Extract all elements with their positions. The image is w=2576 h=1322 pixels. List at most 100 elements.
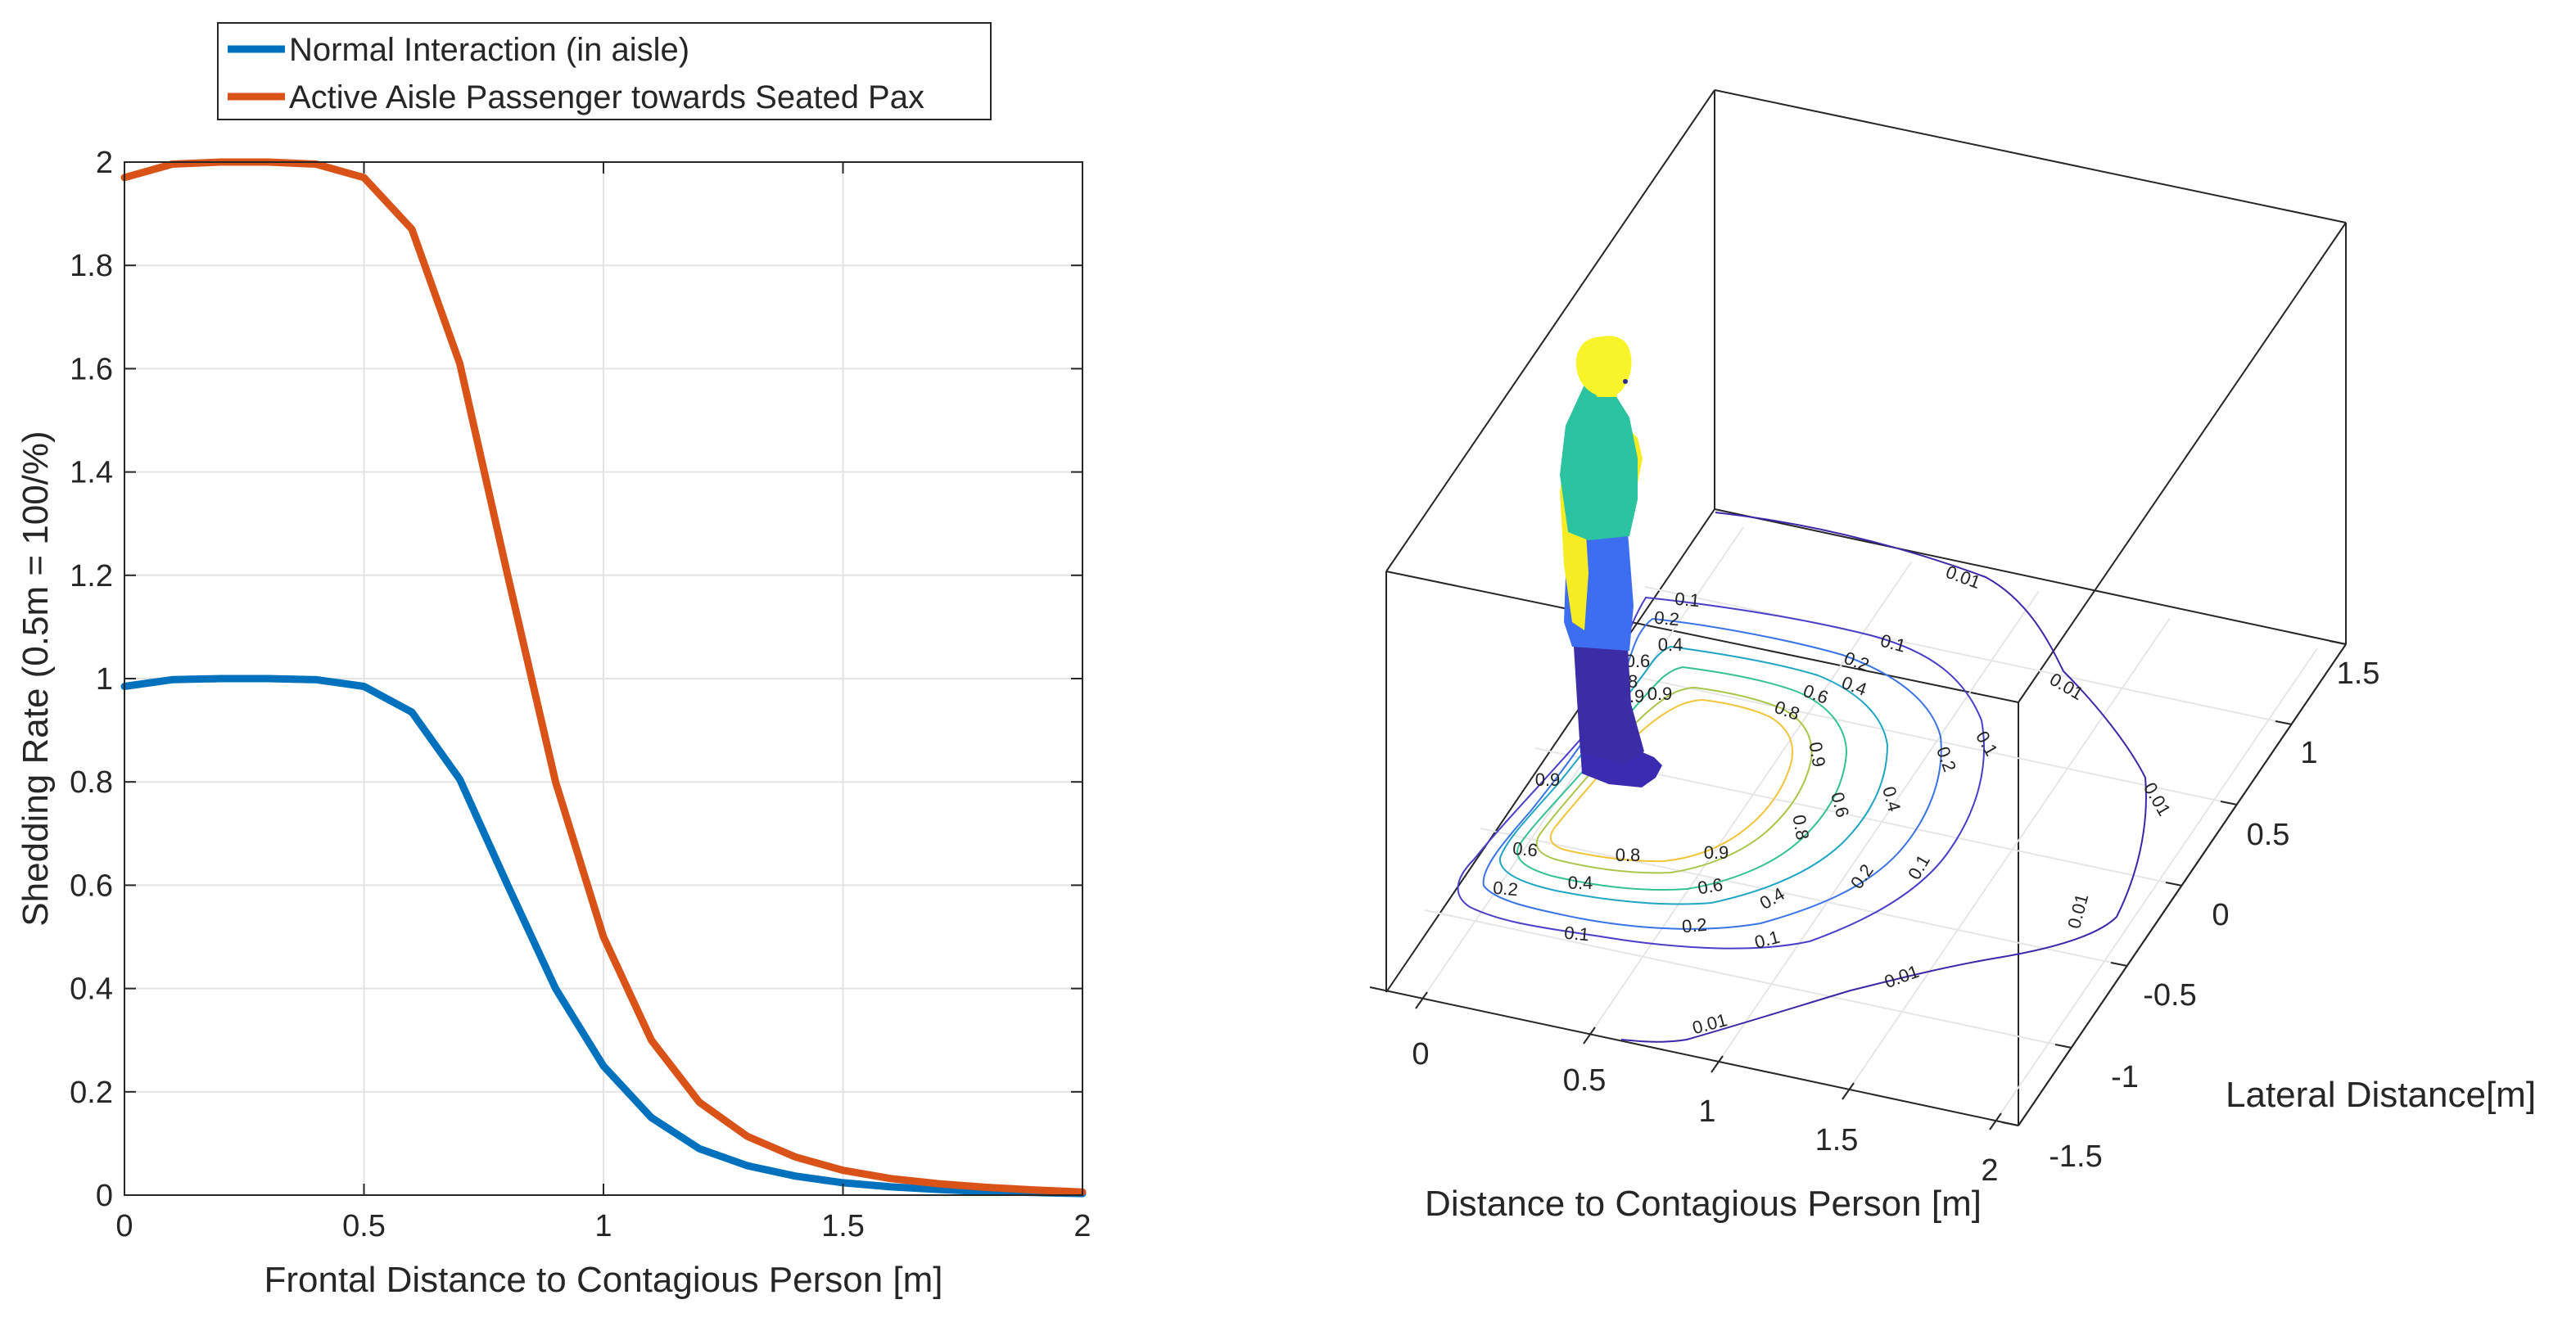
y-tick-label: 1.6 [70, 352, 113, 386]
contour-label-0.4: 0.4 [1568, 873, 1593, 893]
contour-label-0.2: 0.2 [1932, 744, 1960, 774]
y-tick-label: 0.8 [70, 765, 113, 800]
contour-line-0.01 [1620, 512, 2147, 1043]
x-axis-label: Frontal Distance to Contagious Person [m… [264, 1260, 942, 1300]
figure-head [1575, 336, 1632, 397]
contour-y-tick-label: 0 [2212, 898, 2229, 932]
contour-x-tick-mark [1842, 1082, 1855, 1100]
y-tick-label: 0.2 [70, 1076, 113, 1110]
contour-3d-plot: 0.010.010.010.010.010.010.10.10.10.10.10… [1369, 89, 2536, 1224]
contour-y-tick-label: -1 [2111, 1060, 2139, 1094]
contour-y-tick-label: 1 [2300, 736, 2317, 770]
contour-ticks: 0 0.5 1 1.5 2 -1.5 -1 -0.5 0 0.5 1 1.5 [1412, 640, 2380, 1188]
box-edge [1385, 89, 1715, 572]
floor-grid-line [1424, 909, 2072, 1049]
legend: Normal Interaction (in aisle) Active Ais… [217, 22, 992, 120]
contour-label-0.2: 0.2 [1681, 914, 1708, 937]
passenger-figure [1560, 336, 1662, 787]
contour-y-tick-mark [2220, 801, 2238, 805]
contour-lines [1457, 512, 2147, 1043]
contour-y-tick-label: -1.5 [2049, 1139, 2102, 1174]
y-tick-label: 0.4 [70, 972, 113, 1007]
contour-label-0.1: 0.1 [1674, 589, 1701, 611]
contour-label-0.9: 0.9 [1805, 740, 1829, 768]
legend-label-active: Active Aisle Passenger towards Seated Pa… [289, 79, 924, 115]
contour-label-0.6: 0.6 [1696, 874, 1724, 899]
contour-label-0.1: 0.1 [1752, 927, 1782, 953]
contour-label-0.01: 0.01 [2063, 891, 2092, 931]
contour-y-tick-mark [2329, 640, 2347, 645]
floor-grid [1415, 526, 2318, 1130]
contour-label-0.9: 0.9 [1535, 769, 1561, 790]
grid-lines [124, 161, 1083, 1196]
x-tick-label: 1.5 [821, 1209, 865, 1243]
y-tick-label: 0 [96, 1179, 113, 1213]
floor-grid-line [1842, 617, 2171, 1100]
contour-label-0.6: 0.6 [1827, 790, 1853, 819]
contour-x-tick-mark [1711, 1055, 1724, 1073]
contour-label-0.6: 0.6 [1801, 680, 1831, 708]
contour-y-tick-mark [2001, 1121, 2019, 1126]
y-tick-label: 1.4 [70, 456, 113, 490]
contour-label-0.1: 0.1 [1972, 728, 2002, 760]
contour-y-tick-label: 0.5 [2247, 818, 2290, 852]
contour-y-tick-mark [2054, 1044, 2072, 1049]
y-tick-label: 2 [96, 146, 113, 180]
contour-x-tick-mark [1989, 1112, 2002, 1130]
box-edge [1714, 508, 2347, 645]
y-axis-label: Shedding Rate (0.5m = 100/%) [16, 431, 56, 926]
contour-y-tick-label: -0.5 [2143, 978, 2196, 1013]
contour-label-0.1: 0.1 [1904, 851, 1934, 883]
tick-layer: 0 0.5 1 1.5 2 0 0.2 0.4 0.6 0.8 1 1.2 1.4 1.6 1.8 2 [70, 146, 1091, 1243]
floor-grid-line [1711, 590, 2040, 1073]
contour-y-axis-label: Lateral Distance[m] [2226, 1075, 2536, 1115]
contour-label-0.2: 0.2 [1846, 860, 1878, 892]
contour-y-tick-mark [2275, 720, 2293, 725]
contour-label-0.1: 0.1 [1878, 630, 1908, 656]
y-tick-label: 1.2 [70, 559, 113, 593]
floor-grid-line [1415, 526, 1744, 1009]
contour-label-0.6: 0.6 [1625, 651, 1651, 671]
contour-x-tick-mark [1415, 991, 1428, 1009]
contour-x-tick-label: 0 [1412, 1037, 1429, 1072]
floor-grid-line [1644, 586, 2293, 725]
x-tick-label: 2 [1073, 1209, 1091, 1243]
contour-label-0.01: 0.01 [1882, 961, 1922, 992]
contour-label-0.8: 0.8 [1788, 813, 1813, 841]
x-tick-label: 0.5 [342, 1209, 386, 1243]
contour-y-tick-label: 1.5 [2337, 656, 2380, 691]
legend-label-normal: Normal Interaction (in aisle) [289, 32, 689, 68]
box-edge [1714, 89, 2347, 223]
contour-label-0.4: 0.4 [1878, 784, 1905, 814]
y-tick-label: 0.6 [70, 869, 113, 903]
contour-label-0.8: 0.8 [1616, 845, 1641, 865]
contour-label-0.01: 0.01 [1690, 1009, 1729, 1038]
contour-label-0.9: 0.9 [1647, 684, 1673, 704]
contour-line-0.6 [1516, 666, 1848, 891]
contour-x-tick-label: 1.5 [1815, 1123, 1859, 1157]
series-line-0 [120, 675, 1087, 1198]
contour-line-0.1 [1457, 596, 1986, 950]
contour-label-0.2: 0.2 [1653, 607, 1680, 630]
contour-label-0.1: 0.1 [1563, 923, 1590, 945]
contour-y-tick-mark [2110, 962, 2128, 967]
figure-legs [1574, 647, 1644, 763]
contour-label-0.9: 0.9 [1704, 842, 1729, 863]
floor-grid-line [1480, 828, 2128, 967]
floor-grid-line [1989, 647, 2318, 1130]
contour-x-tick-label: 1 [1698, 1094, 1715, 1129]
y-tick-label: 1 [96, 662, 113, 697]
x-tick-label: 1 [594, 1209, 612, 1243]
box-edge [2018, 222, 2347, 703]
box-edges [1385, 89, 2347, 1126]
contour-label-0.4: 0.4 [1658, 634, 1683, 655]
box-edge [1385, 571, 2019, 703]
contour-x-tick-label: 2 [1981, 1153, 1998, 1188]
x-axis-line [1369, 986, 2019, 1126]
contour-x-axis-label: Distance to Contagious Person [m] [1425, 1184, 1982, 1224]
contour-x-tick-mark [1583, 1026, 1596, 1045]
contour-y-tick-mark [2165, 882, 2183, 887]
legend-box [217, 22, 992, 120]
floor-grid-line [1583, 562, 1912, 1045]
